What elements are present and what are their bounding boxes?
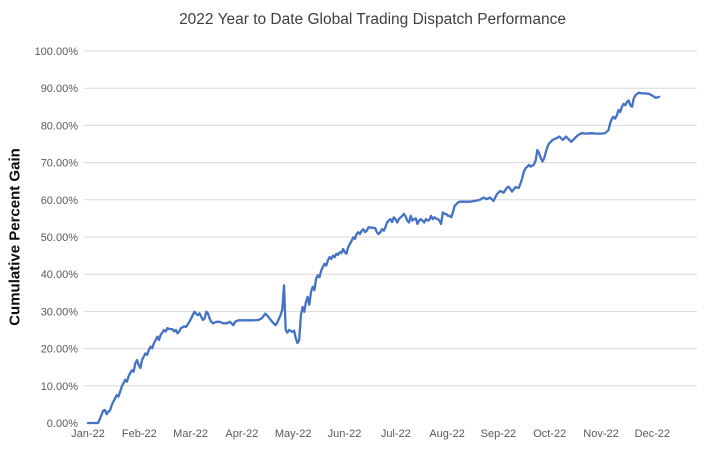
y-tick-label: 40.00% <box>41 269 79 281</box>
x-tick-label: Jan-22 <box>71 428 105 440</box>
chart-title: 2022 Year to Date Global Trading Dispatc… <box>179 11 566 28</box>
x-tick-label: May-22 <box>275 428 312 440</box>
x-tick-label: Aug-22 <box>429 428 464 440</box>
y-tick-label: 100.00% <box>35 46 79 58</box>
x-tick-label: Nov-22 <box>583 428 618 440</box>
x-tick-label: Oct-22 <box>533 428 566 440</box>
x-tick-label: Jul-22 <box>381 428 411 440</box>
y-tick-label: 0.00% <box>47 418 78 430</box>
y-tick-label: 70.00% <box>41 158 79 170</box>
x-tick-label: Feb-22 <box>122 428 157 440</box>
x-tick-label: Jun-22 <box>328 428 362 440</box>
data-series-line <box>86 91 661 425</box>
y-tick-label: 10.00% <box>41 381 79 393</box>
x-tick-label: Apr-22 <box>225 428 258 440</box>
x-tick-label: Dec-22 <box>635 428 670 440</box>
y-tick-label: 20.00% <box>41 344 79 356</box>
y-tick-label: 80.00% <box>41 120 79 132</box>
y-tick-label: 90.00% <box>41 83 79 95</box>
y-tick-label: 50.00% <box>41 232 79 244</box>
x-tick-label: Mar-22 <box>173 428 208 440</box>
y-tick-label: 30.00% <box>41 306 79 318</box>
y-tick-label: 60.00% <box>41 195 79 207</box>
x-tick-label: Sep-22 <box>481 428 516 440</box>
